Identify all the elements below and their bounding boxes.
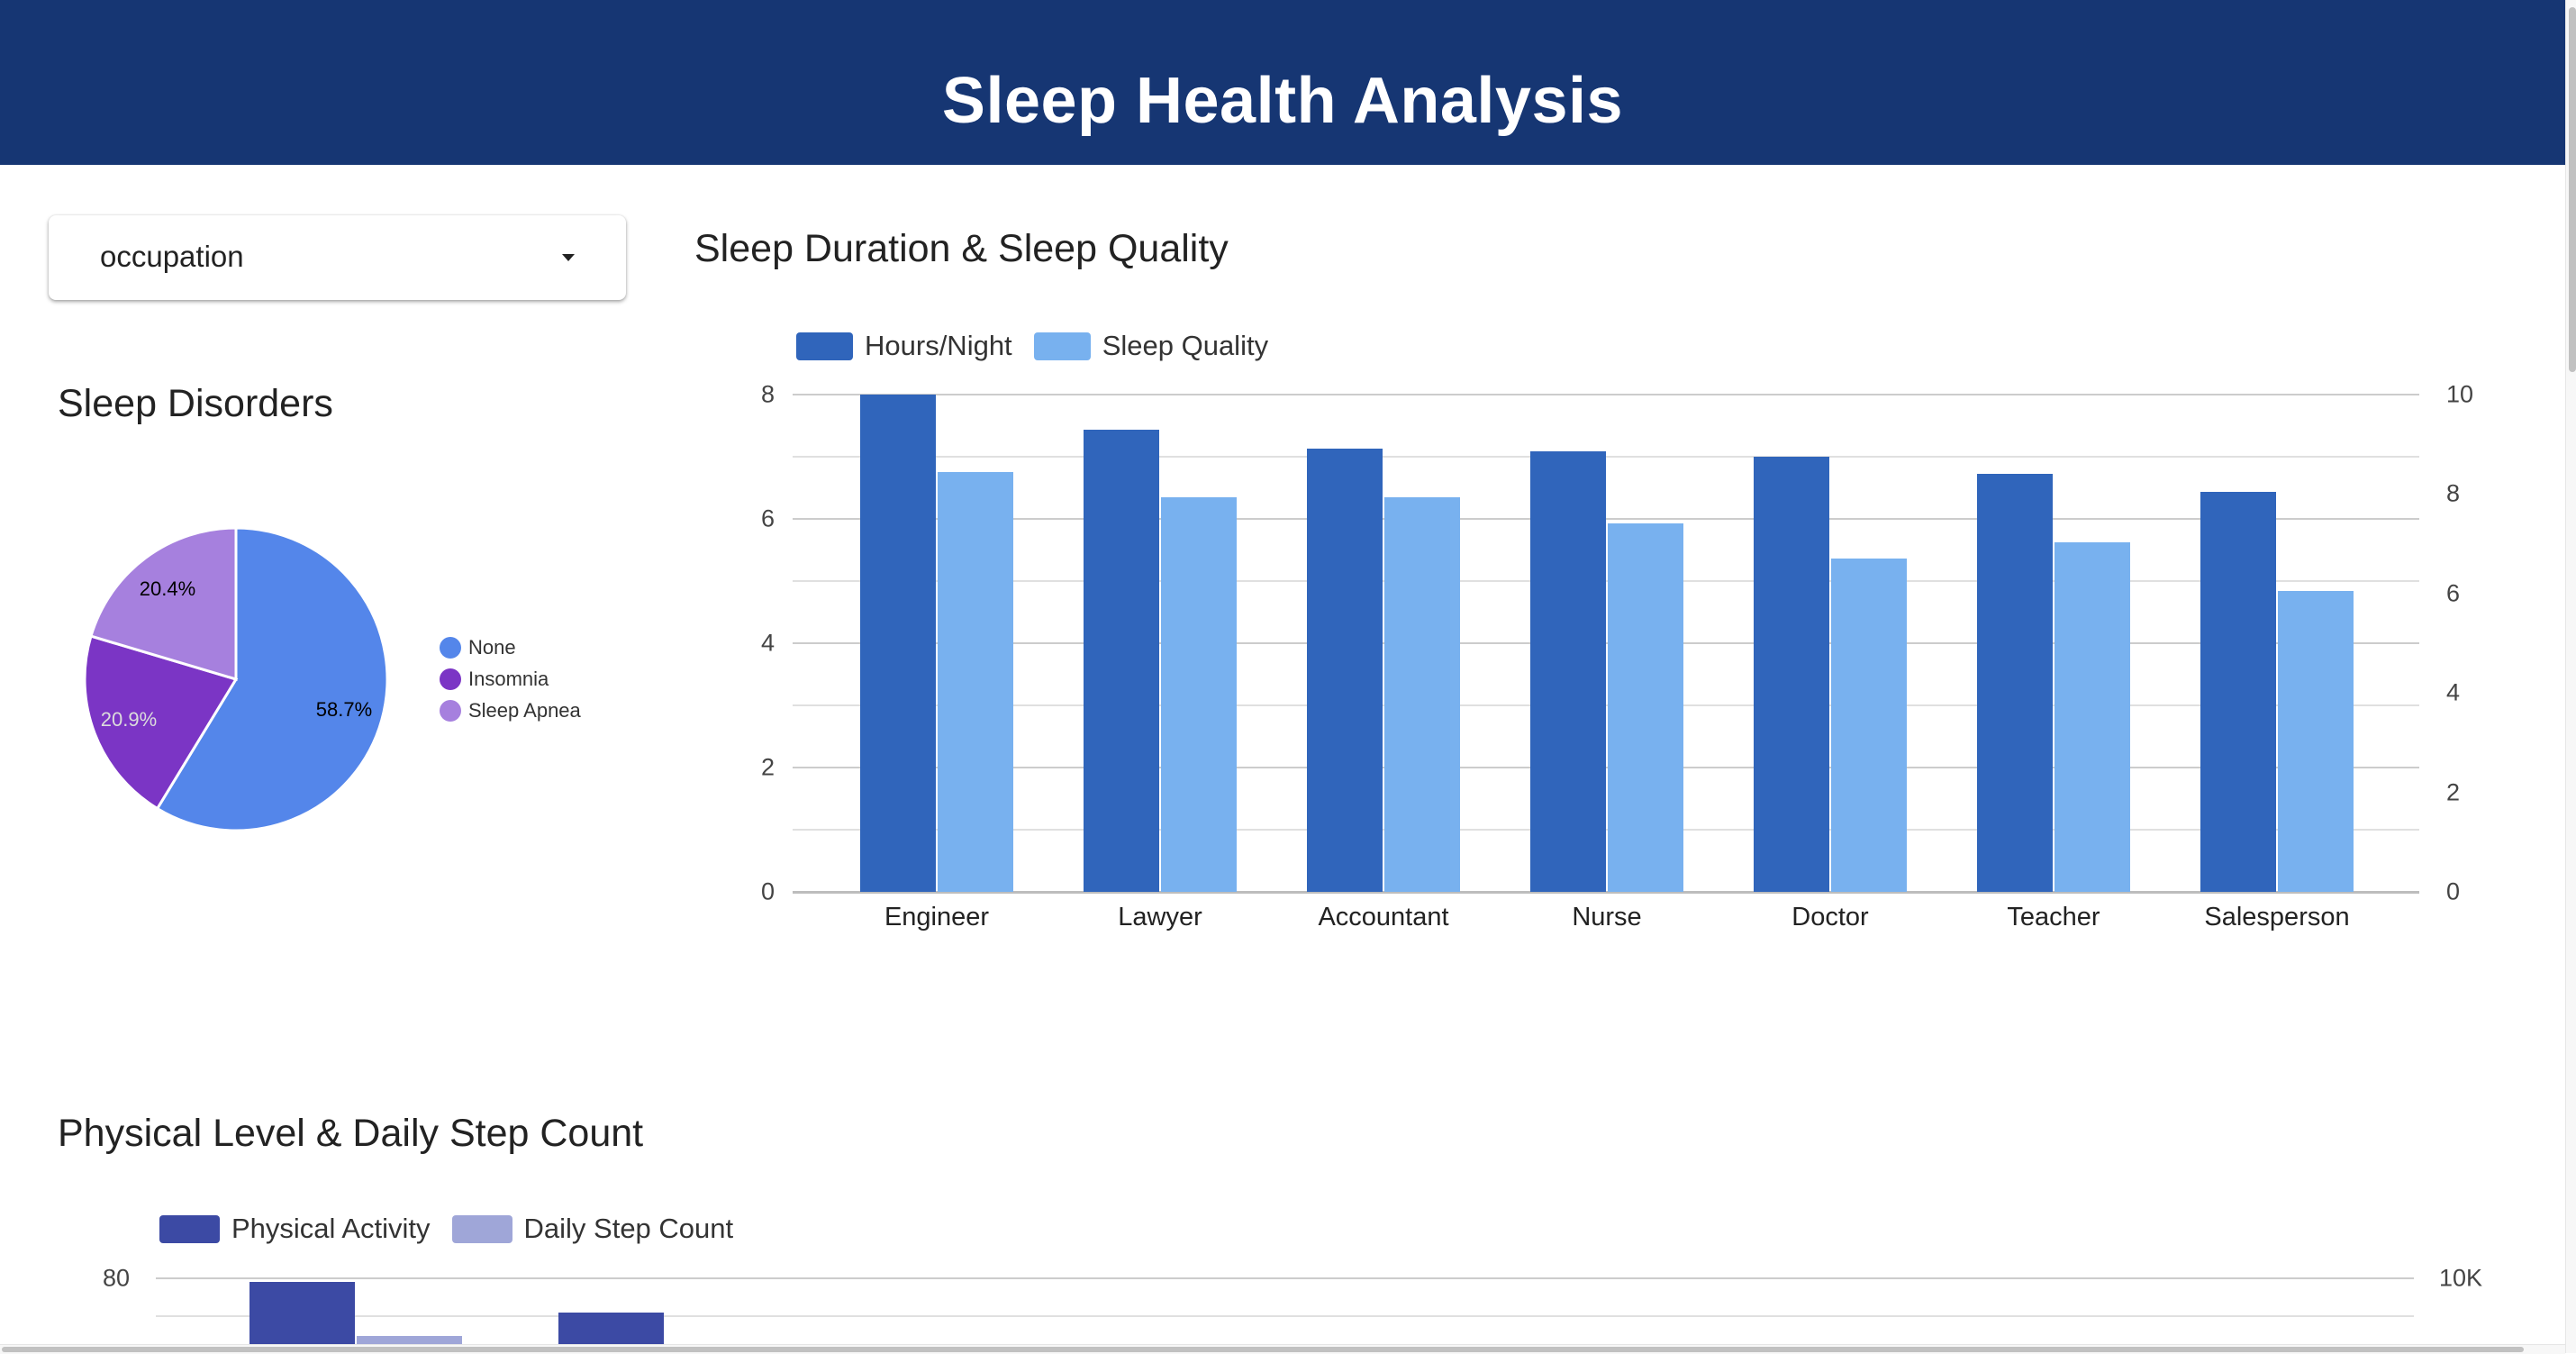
bar-sleep-quality-teacher[interactable]: [2054, 542, 2130, 892]
gridline: [793, 518, 2419, 520]
legend-label: Physical Activity: [231, 1213, 431, 1244]
bar-daily-step-count[interactable]: [357, 1336, 462, 1344]
bar-hours-night-teacher[interactable]: [1977, 474, 2053, 892]
y-axis-left-tick: 8: [760, 380, 775, 408]
gridline: [793, 456, 2419, 458]
pie-slice-percent-label: 20.9%: [100, 708, 158, 731]
group-by-dropdown[interactable]: occupation: [49, 215, 626, 300]
legend-dot-icon: [440, 637, 461, 659]
gridline: [156, 1315, 2414, 1317]
vertical-scrollbar-thumb[interactable]: [2569, 7, 2576, 372]
vertical-scrollbar[interactable]: [2565, 0, 2576, 1353]
activity-chart-legend: Physical Activity Daily Step Count: [159, 1213, 755, 1245]
bar-sleep-quality-salesperson[interactable]: [2278, 591, 2354, 892]
x-axis-label: Doctor: [1791, 903, 1869, 931]
pie-slice-percent-label: 20.4%: [139, 577, 196, 600]
x-axis-label: Teacher: [2007, 903, 2100, 931]
bar-hours-night-nurse[interactable]: [1530, 450, 1606, 892]
y-axis-left-tick: 2: [760, 753, 775, 781]
legend-swatch: [1033, 332, 1091, 360]
y-axis-left-tick: 4: [760, 629, 775, 657]
bar-hours-night-lawyer[interactable]: [1084, 429, 1159, 892]
y-axis-right-tick: 4: [2446, 678, 2461, 706]
bar-sleep-quality-accountant[interactable]: [1384, 497, 1460, 892]
y-axis-right-tick: 6: [2446, 579, 2461, 607]
bar-hours-night-doctor[interactable]: [1754, 457, 1829, 892]
x-axis-baseline: [793, 891, 2419, 894]
bar-hours-night-accountant[interactable]: [1307, 449, 1383, 892]
bar-sleep-quality-nurse[interactable]: [1608, 523, 1683, 892]
legend-item-sleep-apnea[interactable]: Sleep Apnea: [440, 699, 581, 722]
gridline: [793, 394, 2419, 395]
pie-slice-none[interactable]: [155, 526, 389, 832]
legend-dot-icon: [440, 700, 461, 722]
legend-item-physical-activity[interactable]: Physical Activity: [159, 1213, 431, 1245]
legend-swatch: [451, 1214, 512, 1243]
x-axis-label: Lawyer: [1118, 903, 1202, 931]
chevron-down-icon: [562, 254, 575, 261]
gridline: [793, 580, 2419, 582]
pie-slice-insomnia[interactable]: [83, 634, 239, 811]
page-title: Sleep Health Analysis: [941, 64, 1624, 137]
legend-item-none[interactable]: None: [440, 636, 516, 659]
activity-bar-chart: 80 10K: [0, 1171, 2565, 1344]
bar-physical-activity[interactable]: [558, 1313, 664, 1344]
horizontal-scrollbar[interactable]: [0, 1344, 2565, 1354]
legend-label: None: [468, 636, 516, 659]
bar-sleep-quality-lawyer[interactable]: [1161, 497, 1237, 892]
y-axis-right-tick: 8: [2446, 479, 2461, 507]
legend-label: Sleep Apnea: [468, 699, 581, 722]
legend-dot-icon: [440, 668, 461, 690]
y-axis-right-tick: 10: [2446, 380, 2474, 408]
legend-label: Insomnia: [468, 668, 549, 690]
gridline: [793, 642, 2419, 644]
legend-label: Hours/Night: [865, 330, 1012, 361]
y-axis-left-tick: 80: [102, 1264, 130, 1292]
horizontal-scrollbar-thumb[interactable]: [2, 1347, 2524, 1352]
y-axis-left-tick: 6: [760, 504, 775, 532]
legend-label: Daily Step Count: [523, 1213, 734, 1244]
legend-item-insomnia[interactable]: Insomnia: [440, 668, 549, 691]
gridline: [156, 1277, 2414, 1279]
x-axis-label: Salesperson: [2204, 903, 2350, 931]
x-axis-label: Nurse: [1572, 903, 1642, 931]
x-axis-label: Engineer: [884, 903, 990, 931]
bar-sleep-quality-doctor[interactable]: [1831, 559, 1907, 892]
legend-label: Sleep Quality: [1102, 330, 1269, 361]
gridline: [793, 704, 2419, 706]
y-axis-right-tick: 0: [2446, 877, 2461, 905]
legend-item-hours-night[interactable]: Hours/Night: [796, 330, 1012, 362]
dropdown-selected-value: occupation: [100, 240, 244, 273]
bar-physical-activity[interactable]: [249, 1282, 355, 1344]
sleep-disorders-title: Sleep Disorders: [58, 382, 333, 425]
page-header: Sleep Health Analysis: [0, 0, 2565, 165]
pie-slice-sleep-apnea[interactable]: [89, 526, 238, 682]
x-axis-label: Accountant: [1318, 903, 1449, 931]
gridline: [793, 829, 2419, 831]
legend-item-sleep-quality[interactable]: Sleep Quality: [1033, 330, 1269, 362]
y-axis-right-tick: 10K: [2439, 1264, 2483, 1292]
gridline: [793, 767, 2419, 768]
legend-swatch: [796, 332, 853, 360]
sleep-chart-title: Sleep Duration & Sleep Quality: [694, 227, 1229, 270]
sleep-chart-legend: Hours/Night Sleep Quality: [796, 330, 1290, 362]
legend-swatch: [159, 1214, 220, 1243]
y-axis-right-tick: 2: [2446, 778, 2461, 806]
activity-chart-title: Physical Level & Daily Step Count: [58, 1112, 644, 1155]
legend-item-daily-step-count[interactable]: Daily Step Count: [451, 1213, 734, 1245]
bar-hours-night-salesperson[interactable]: [2200, 491, 2276, 892]
y-axis-left-tick: 0: [760, 877, 775, 905]
pie-svg: [83, 526, 389, 832]
pie-slice-percent-label: 58.7%: [315, 698, 373, 721]
bar-sleep-quality-engineer[interactable]: [938, 472, 1013, 892]
bar-hours-night-engineer[interactable]: [860, 395, 936, 892]
